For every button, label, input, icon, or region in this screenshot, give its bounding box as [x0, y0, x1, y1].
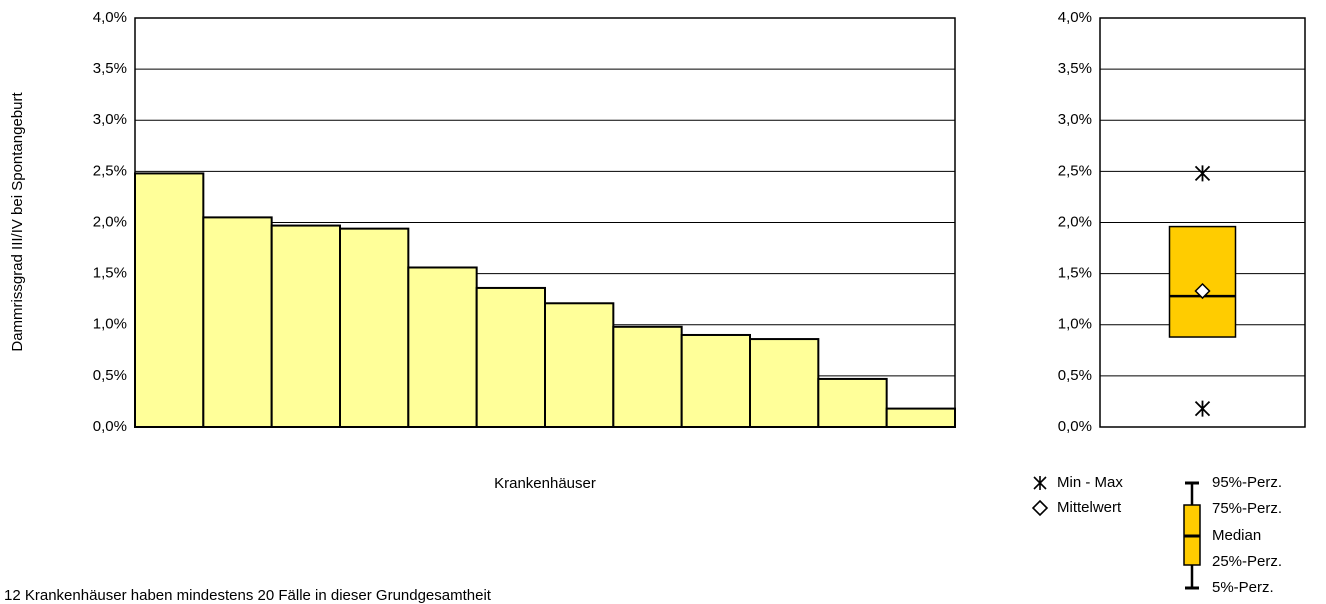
legend-label: 95%-Perz. — [1212, 474, 1282, 491]
y-tick-label: 2,0% — [1058, 213, 1092, 230]
bar — [680, 333, 752, 429]
bar — [202, 216, 273, 428]
y-tick-label: 0,5% — [1058, 367, 1092, 384]
y-tick-label: 0,0% — [93, 418, 127, 435]
legend-label: Min - Max — [1057, 474, 1123, 491]
bar — [817, 377, 888, 429]
x-axis-label: Krankenhäuser — [494, 475, 596, 492]
y-axis-label: Dammrissgrad III/IV bei Spontangeburt — [9, 92, 26, 352]
legend-label: Median — [1212, 527, 1261, 544]
legend-star — [1033, 476, 1047, 490]
min — [1194, 400, 1211, 417]
bar — [544, 302, 615, 428]
y-tick-label: 3,5% — [93, 60, 127, 77]
y-tick-label: 2,0% — [93, 213, 127, 230]
bar — [407, 266, 478, 428]
legend-label: 25%-Perz. — [1212, 553, 1282, 570]
y-tick-label: 2,5% — [93, 162, 127, 179]
legend-label: 75%-Perz. — [1212, 500, 1282, 517]
mean — [1194, 282, 1211, 300]
bar — [339, 227, 410, 428]
plot-border — [1099, 17, 1306, 428]
y-tick-label: 0,5% — [93, 367, 127, 384]
y-tick-label: 3,0% — [1058, 111, 1092, 128]
bar — [885, 407, 957, 429]
bar — [270, 224, 341, 428]
y-tick-label: 1,5% — [93, 265, 127, 282]
y-tick-label: 3,5% — [1058, 60, 1092, 77]
legend-symbols — [1031, 476, 1201, 590]
footnote: 12 Krankenhäuser haben mindestens 20 Fäl… — [4, 587, 492, 604]
bar — [612, 325, 683, 429]
bar — [749, 338, 820, 428]
y-tick-label: 1,5% — [1058, 265, 1092, 282]
y-tick-label: 1,0% — [93, 316, 127, 333]
max — [1194, 165, 1211, 182]
legend-label: Mittelwert — [1057, 499, 1122, 516]
y-tick-label: 0,0% — [1058, 418, 1092, 435]
y-tick-label: 1,0% — [1058, 316, 1092, 333]
y-tick-label: 4,0% — [93, 9, 127, 26]
plot-border — [134, 17, 956, 428]
legend-label: 5%-Perz. — [1212, 579, 1274, 596]
y-tick-label: 4,0% — [1058, 9, 1092, 26]
y-tick-label: 2,5% — [1058, 162, 1092, 179]
box — [1168, 225, 1237, 338]
bar — [475, 286, 546, 428]
legend-diamond — [1031, 499, 1049, 517]
y-tick-label: 3,0% — [93, 111, 127, 128]
bar — [134, 172, 205, 428]
